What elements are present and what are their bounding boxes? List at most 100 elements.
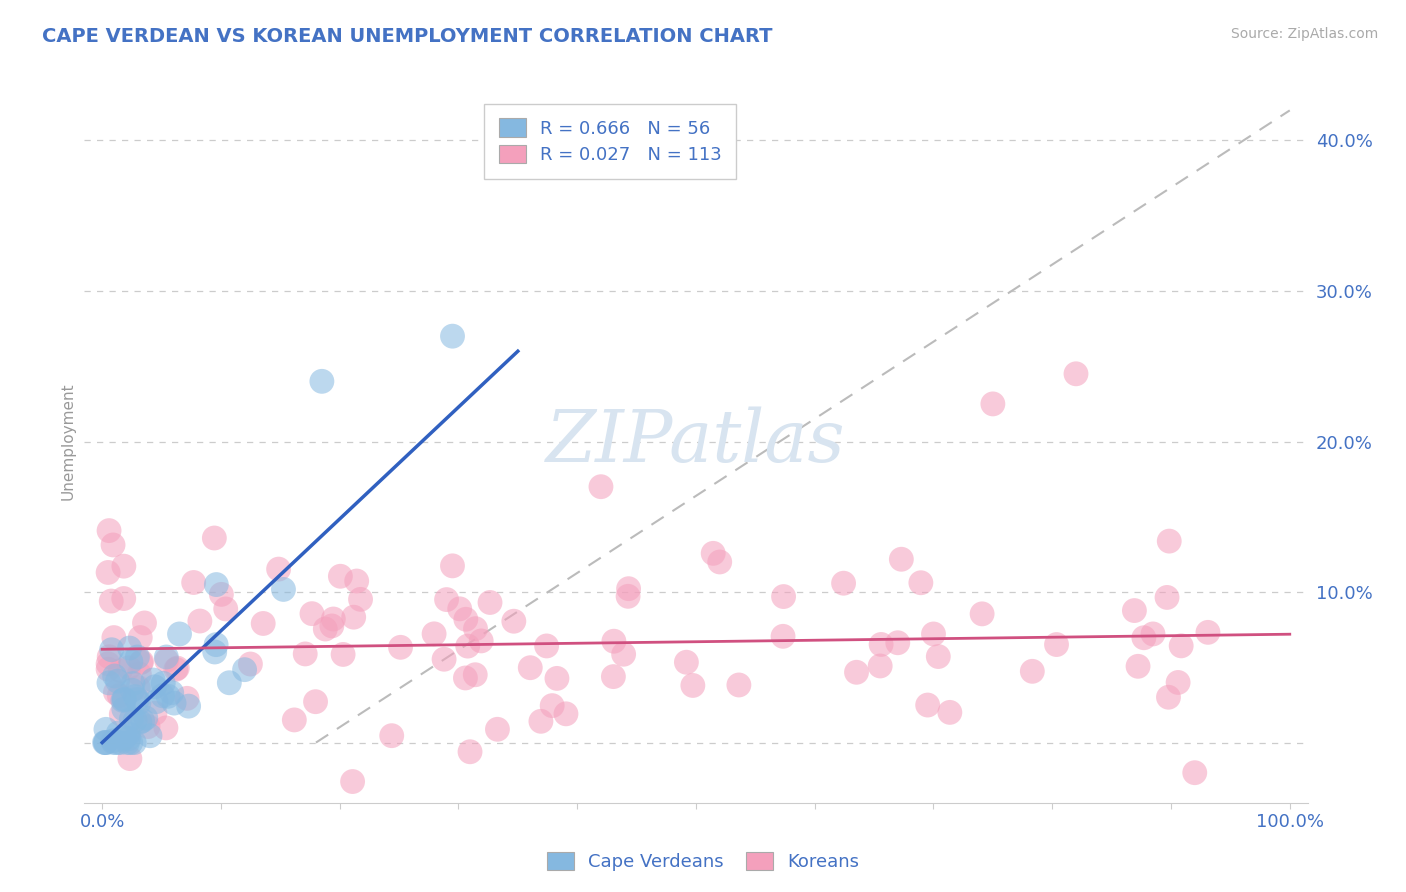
Point xyxy=(1159,534,1181,549)
Point xyxy=(97,676,120,690)
Point xyxy=(183,575,205,590)
Point xyxy=(169,627,191,641)
Point xyxy=(177,699,200,714)
Point xyxy=(1126,659,1149,673)
Point xyxy=(917,698,939,712)
Point xyxy=(107,726,129,740)
Point xyxy=(100,642,122,657)
Point xyxy=(120,712,142,726)
Text: ZIPatlas: ZIPatlas xyxy=(546,406,846,477)
Point xyxy=(436,592,458,607)
Point xyxy=(122,676,145,690)
Point xyxy=(332,648,354,662)
Point xyxy=(389,640,412,655)
Point xyxy=(112,692,135,706)
Text: Source: ZipAtlas.com: Source: ZipAtlas.com xyxy=(1230,27,1378,41)
Point xyxy=(464,622,486,636)
Point xyxy=(546,672,568,686)
Point xyxy=(1197,625,1219,640)
Point xyxy=(870,637,893,651)
Point xyxy=(103,631,125,645)
Point xyxy=(267,562,290,576)
Point xyxy=(131,655,153,669)
Point xyxy=(728,678,751,692)
Point xyxy=(128,667,150,681)
Point xyxy=(129,656,152,670)
Point xyxy=(112,702,135,716)
Point xyxy=(134,615,156,630)
Point xyxy=(922,627,945,641)
Point xyxy=(94,735,117,749)
Point xyxy=(93,735,115,749)
Text: CAPE VERDEAN VS KOREAN UNEMPLOYMENT CORRELATION CHART: CAPE VERDEAN VS KOREAN UNEMPLOYMENT CORR… xyxy=(42,27,773,45)
Point xyxy=(101,734,124,748)
Point xyxy=(972,607,994,621)
Point xyxy=(1157,690,1180,705)
Legend: R = 0.666   N = 56, R = 0.027   N = 113: R = 0.666 N = 56, R = 0.027 N = 113 xyxy=(484,103,737,178)
Point xyxy=(321,619,343,633)
Point xyxy=(709,555,731,569)
Point xyxy=(441,558,464,573)
Point xyxy=(118,751,141,765)
Point xyxy=(927,649,949,664)
Point xyxy=(122,735,145,749)
Point xyxy=(486,723,509,737)
Point xyxy=(423,627,446,641)
Point xyxy=(155,650,177,665)
Point xyxy=(136,720,159,734)
Point xyxy=(124,690,146,704)
Point xyxy=(1045,638,1067,652)
Point xyxy=(139,729,162,743)
Point xyxy=(129,631,152,645)
Point xyxy=(454,671,477,685)
Point xyxy=(322,612,344,626)
Y-axis label: Unemployment: Unemployment xyxy=(60,383,75,500)
Point xyxy=(617,582,640,596)
Point xyxy=(555,706,578,721)
Point xyxy=(702,546,724,560)
Point xyxy=(117,735,139,749)
Point xyxy=(188,614,211,628)
Point xyxy=(110,707,132,722)
Point xyxy=(1021,665,1043,679)
Point xyxy=(617,590,640,604)
Point xyxy=(165,662,187,676)
Point xyxy=(163,696,186,710)
Point xyxy=(127,692,149,706)
Point xyxy=(100,594,122,608)
Point xyxy=(613,647,636,661)
Point xyxy=(343,610,366,624)
Point xyxy=(304,695,326,709)
Point xyxy=(675,655,697,669)
Point xyxy=(94,735,117,749)
Point xyxy=(441,329,464,343)
Point xyxy=(166,661,188,675)
Point xyxy=(845,665,868,680)
Point xyxy=(349,592,371,607)
Point xyxy=(457,639,479,653)
Point xyxy=(202,531,225,545)
Point xyxy=(118,661,141,675)
Point xyxy=(887,636,910,650)
Point xyxy=(145,695,167,709)
Point xyxy=(939,706,962,720)
Point xyxy=(101,538,124,552)
Point xyxy=(449,602,471,616)
Point xyxy=(124,714,146,728)
Point xyxy=(869,659,891,673)
Point xyxy=(273,582,295,597)
Point xyxy=(464,667,486,681)
Point xyxy=(142,673,165,687)
Point xyxy=(107,674,129,689)
Point xyxy=(128,696,150,710)
Point xyxy=(105,735,128,749)
Point xyxy=(155,721,177,735)
Point xyxy=(1064,367,1087,381)
Point xyxy=(152,689,174,703)
Point xyxy=(209,587,232,601)
Point xyxy=(218,675,240,690)
Point xyxy=(103,735,125,749)
Point xyxy=(602,670,624,684)
Point xyxy=(129,715,152,730)
Point xyxy=(108,689,131,703)
